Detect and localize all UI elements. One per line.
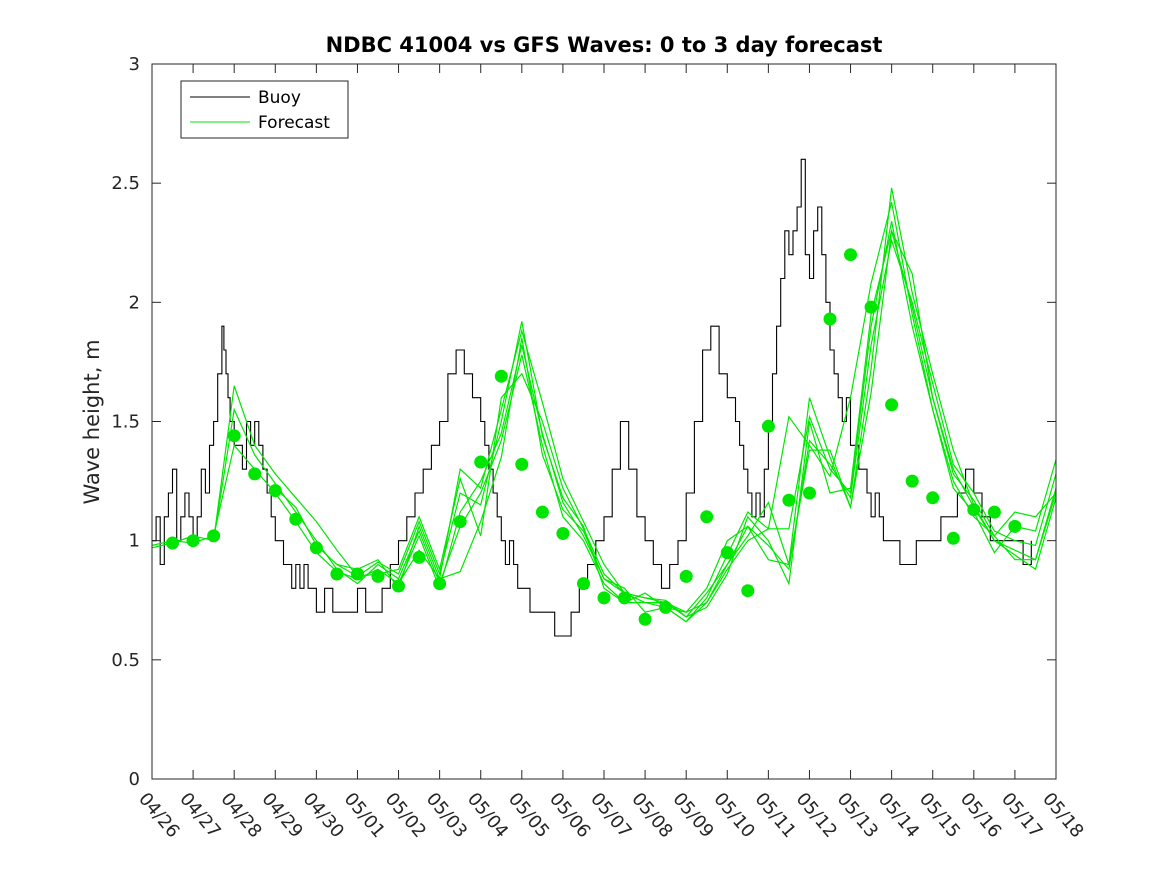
forecast-marker	[371, 569, 385, 583]
forecast-marker	[351, 567, 364, 581]
forecast-marker	[207, 529, 221, 543]
forecast-marker	[885, 398, 899, 412]
y-tick-label: 0.5	[111, 650, 140, 671]
forecast-marker	[248, 467, 262, 481]
forecast-line-5	[336, 228, 1056, 618]
forecast-marker	[186, 534, 200, 548]
forecast-marker	[967, 503, 981, 517]
y-tick-label: 1.5	[111, 412, 140, 433]
forecast-marker	[741, 584, 755, 598]
y-tick-label: 0	[129, 769, 140, 790]
legend-buoy-label: Buoy	[258, 88, 301, 108]
forecast-marker	[679, 569, 693, 583]
plot-area	[152, 158, 1056, 637]
y-tick-label: 3	[129, 54, 140, 75]
forecast-marker	[946, 531, 960, 545]
forecast-marker	[720, 546, 734, 560]
forecast-marker	[535, 505, 549, 519]
forecast-marker	[844, 248, 857, 262]
forecast-marker	[268, 484, 282, 498]
y-tick-label: 2	[129, 292, 140, 313]
y-tick-label: 2.5	[111, 173, 140, 194]
forecast-marker	[597, 591, 611, 605]
forecast-marker	[577, 577, 590, 591]
y-tick-label: 1	[129, 531, 140, 552]
forecast-marker	[618, 591, 631, 605]
forecast-marker	[166, 536, 179, 550]
forecast-marker	[803, 486, 816, 500]
forecast-marker	[926, 491, 940, 505]
legend-forecast-label: Forecast	[258, 113, 330, 133]
forecast-marker	[1008, 519, 1022, 533]
forecast-marker	[309, 541, 323, 555]
forecast-marker	[823, 312, 837, 326]
legend: Buoy Forecast	[180, 80, 349, 139]
forecast-marker	[987, 505, 1001, 519]
forecast-marker	[782, 493, 796, 507]
y-axis-label: Wave height, m	[80, 339, 104, 504]
forecast-marker	[700, 510, 714, 524]
buoy-line	[152, 158, 1032, 637]
forecast-marker	[227, 429, 241, 443]
forecast-marker	[905, 474, 919, 488]
chart-title: NDBC 41004 vs GFS Waves: 0 to 3 day fore…	[326, 33, 883, 57]
forecast-marker	[392, 579, 405, 593]
forecast-marker	[412, 550, 426, 564]
forecast-marker	[494, 369, 508, 383]
legend-box	[180, 80, 349, 139]
forecast-line-3	[152, 238, 1056, 613]
forecast-marker	[761, 419, 775, 433]
forecast-marker	[659, 600, 673, 614]
plot-series	[152, 158, 1056, 637]
forecast-marker	[474, 455, 488, 469]
forecast-marker	[638, 612, 652, 626]
forecast-marker	[289, 512, 303, 526]
forecast-marker	[515, 457, 529, 471]
forecast-marker	[330, 567, 344, 581]
forecast-marker	[433, 577, 447, 591]
forecast-marker	[864, 300, 878, 314]
forecast-marker	[453, 515, 467, 529]
forecast-line-6	[397, 221, 1056, 623]
forecast-marker	[556, 527, 570, 540]
